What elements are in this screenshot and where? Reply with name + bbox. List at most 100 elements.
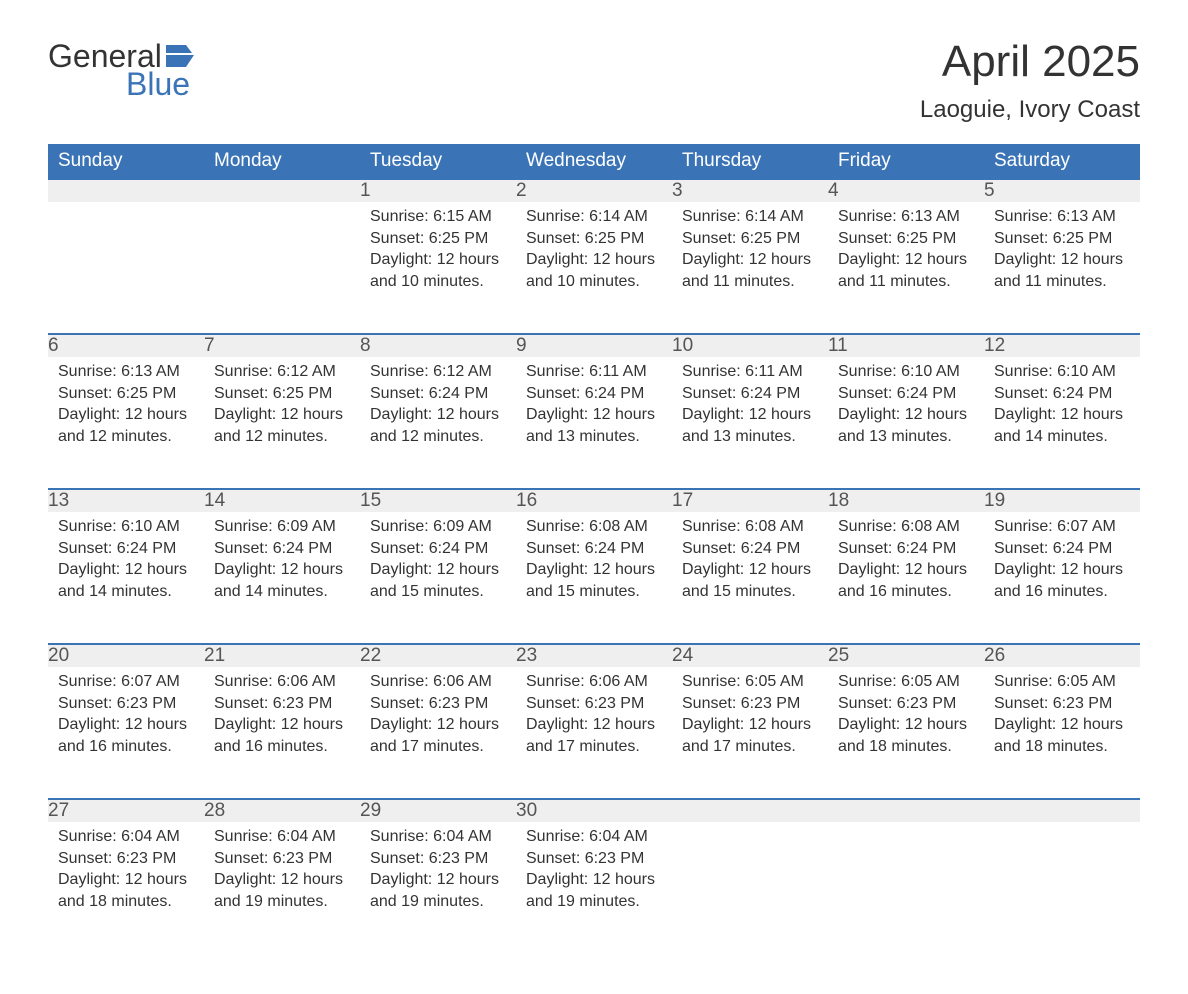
sunset-text: Sunset: 6:24 PM bbox=[214, 538, 350, 560]
daylight-text: Daylight: 12 hours and 15 minutes. bbox=[526, 559, 662, 602]
day-cell bbox=[48, 202, 204, 334]
day-cell: Sunrise: 6:13 AMSunset: 6:25 PMDaylight:… bbox=[48, 357, 204, 489]
sunset-text: Sunset: 6:24 PM bbox=[370, 538, 506, 560]
daylight-text: Daylight: 12 hours and 15 minutes. bbox=[370, 559, 506, 602]
daylight-text: Daylight: 12 hours and 12 minutes. bbox=[58, 404, 194, 447]
sunrise-text: Sunrise: 6:04 AM bbox=[370, 826, 506, 848]
sunrise-text: Sunrise: 6:11 AM bbox=[682, 361, 818, 383]
weekday-header: Saturday bbox=[984, 144, 1140, 179]
day-cell: Sunrise: 6:04 AMSunset: 6:23 PMDaylight:… bbox=[516, 822, 672, 954]
title-block: April 2025 Laoguie, Ivory Coast bbox=[920, 40, 1140, 124]
sunrise-text: Sunrise: 6:10 AM bbox=[838, 361, 974, 383]
daylight-text: Daylight: 12 hours and 19 minutes. bbox=[214, 869, 350, 912]
day-cell: Sunrise: 6:04 AMSunset: 6:23 PMDaylight:… bbox=[204, 822, 360, 954]
sunset-text: Sunset: 6:24 PM bbox=[838, 383, 974, 405]
weekday-header: Sunday bbox=[48, 144, 204, 179]
sunset-text: Sunset: 6:23 PM bbox=[838, 693, 974, 715]
day-number: 17 bbox=[672, 489, 828, 512]
logo-word-2: Blue bbox=[126, 68, 200, 100]
day-cell: Sunrise: 6:12 AMSunset: 6:25 PMDaylight:… bbox=[204, 357, 360, 489]
sunrise-text: Sunrise: 6:05 AM bbox=[682, 671, 818, 693]
logo: General Blue bbox=[48, 40, 200, 100]
sunrise-text: Sunrise: 6:12 AM bbox=[370, 361, 506, 383]
sunset-text: Sunset: 6:23 PM bbox=[58, 848, 194, 870]
daylight-text: Daylight: 12 hours and 13 minutes. bbox=[526, 404, 662, 447]
day-cell: Sunrise: 6:04 AMSunset: 6:23 PMDaylight:… bbox=[360, 822, 516, 954]
daylight-text: Daylight: 12 hours and 16 minutes. bbox=[214, 714, 350, 757]
day-number bbox=[48, 179, 204, 202]
day-cell: Sunrise: 6:06 AMSunset: 6:23 PMDaylight:… bbox=[516, 667, 672, 799]
week-number-row: 20212223242526 bbox=[48, 644, 1140, 667]
sunset-text: Sunset: 6:23 PM bbox=[58, 693, 194, 715]
day-number: 26 bbox=[984, 644, 1140, 667]
sunset-text: Sunset: 6:24 PM bbox=[526, 383, 662, 405]
day-number: 3 bbox=[672, 179, 828, 202]
sunrise-text: Sunrise: 6:08 AM bbox=[682, 516, 818, 538]
sunrise-text: Sunrise: 6:11 AM bbox=[526, 361, 662, 383]
day-number bbox=[828, 799, 984, 822]
daylight-text: Daylight: 12 hours and 16 minutes. bbox=[838, 559, 974, 602]
day-cell: Sunrise: 6:05 AMSunset: 6:23 PMDaylight:… bbox=[984, 667, 1140, 799]
week-number-row: 27282930 bbox=[48, 799, 1140, 822]
weekday-header: Thursday bbox=[672, 144, 828, 179]
day-number: 15 bbox=[360, 489, 516, 512]
day-cell: Sunrise: 6:08 AMSunset: 6:24 PMDaylight:… bbox=[828, 512, 984, 644]
sunset-text: Sunset: 6:23 PM bbox=[682, 693, 818, 715]
day-number: 7 bbox=[204, 334, 360, 357]
weekday-header: Wednesday bbox=[516, 144, 672, 179]
day-number: 21 bbox=[204, 644, 360, 667]
day-number: 11 bbox=[828, 334, 984, 357]
sunset-text: Sunset: 6:24 PM bbox=[370, 383, 506, 405]
sunset-text: Sunset: 6:24 PM bbox=[994, 383, 1130, 405]
sunrise-text: Sunrise: 6:14 AM bbox=[526, 206, 662, 228]
weekday-header: Friday bbox=[828, 144, 984, 179]
daylight-text: Daylight: 12 hours and 17 minutes. bbox=[526, 714, 662, 757]
day-number: 23 bbox=[516, 644, 672, 667]
sunset-text: Sunset: 6:24 PM bbox=[994, 538, 1130, 560]
sunrise-text: Sunrise: 6:10 AM bbox=[994, 361, 1130, 383]
daylight-text: Daylight: 12 hours and 18 minutes. bbox=[838, 714, 974, 757]
day-number: 28 bbox=[204, 799, 360, 822]
weekday-header: Monday bbox=[204, 144, 360, 179]
sunset-text: Sunset: 6:23 PM bbox=[370, 848, 506, 870]
day-number: 18 bbox=[828, 489, 984, 512]
daylight-text: Daylight: 12 hours and 14 minutes. bbox=[214, 559, 350, 602]
day-number: 30 bbox=[516, 799, 672, 822]
sunrise-text: Sunrise: 6:06 AM bbox=[214, 671, 350, 693]
sunset-text: Sunset: 6:25 PM bbox=[526, 228, 662, 250]
sunrise-text: Sunrise: 6:06 AM bbox=[526, 671, 662, 693]
daylight-text: Daylight: 12 hours and 11 minutes. bbox=[838, 249, 974, 292]
sunrise-text: Sunrise: 6:12 AM bbox=[214, 361, 350, 383]
day-number: 24 bbox=[672, 644, 828, 667]
day-cell: Sunrise: 6:10 AMSunset: 6:24 PMDaylight:… bbox=[984, 357, 1140, 489]
day-cell: Sunrise: 6:06 AMSunset: 6:23 PMDaylight:… bbox=[360, 667, 516, 799]
day-number: 25 bbox=[828, 644, 984, 667]
sunset-text: Sunset: 6:25 PM bbox=[370, 228, 506, 250]
daylight-text: Daylight: 12 hours and 13 minutes. bbox=[838, 404, 974, 447]
day-number: 2 bbox=[516, 179, 672, 202]
sunset-text: Sunset: 6:23 PM bbox=[370, 693, 506, 715]
day-cell: Sunrise: 6:13 AMSunset: 6:25 PMDaylight:… bbox=[828, 202, 984, 334]
sunset-text: Sunset: 6:25 PM bbox=[994, 228, 1130, 250]
sunrise-text: Sunrise: 6:04 AM bbox=[214, 826, 350, 848]
calendar-header-row: SundayMondayTuesdayWednesdayThursdayFrid… bbox=[48, 144, 1140, 179]
day-cell: Sunrise: 6:05 AMSunset: 6:23 PMDaylight:… bbox=[672, 667, 828, 799]
daylight-text: Daylight: 12 hours and 12 minutes. bbox=[370, 404, 506, 447]
sunset-text: Sunset: 6:24 PM bbox=[838, 538, 974, 560]
day-cell: Sunrise: 6:15 AMSunset: 6:25 PMDaylight:… bbox=[360, 202, 516, 334]
day-number bbox=[204, 179, 360, 202]
day-number: 4 bbox=[828, 179, 984, 202]
day-cell: Sunrise: 6:06 AMSunset: 6:23 PMDaylight:… bbox=[204, 667, 360, 799]
sunrise-text: Sunrise: 6:13 AM bbox=[58, 361, 194, 383]
week-data-row: Sunrise: 6:04 AMSunset: 6:23 PMDaylight:… bbox=[48, 822, 1140, 954]
day-cell bbox=[828, 822, 984, 954]
day-number bbox=[672, 799, 828, 822]
day-number: 22 bbox=[360, 644, 516, 667]
sunrise-text: Sunrise: 6:04 AM bbox=[58, 826, 194, 848]
daylight-text: Daylight: 12 hours and 10 minutes. bbox=[526, 249, 662, 292]
daylight-text: Daylight: 12 hours and 17 minutes. bbox=[682, 714, 818, 757]
week-number-row: 6789101112 bbox=[48, 334, 1140, 357]
daylight-text: Daylight: 12 hours and 14 minutes. bbox=[994, 404, 1130, 447]
day-number: 19 bbox=[984, 489, 1140, 512]
day-number: 20 bbox=[48, 644, 204, 667]
